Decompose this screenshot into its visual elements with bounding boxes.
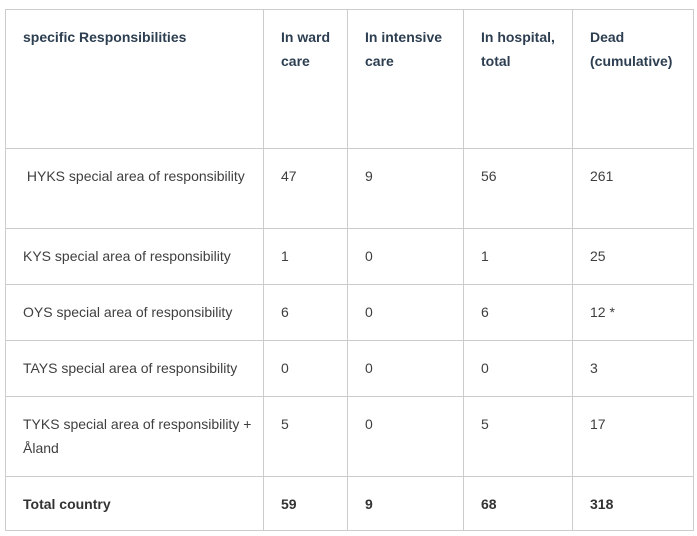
- cell-dead-cumulative: 12 *: [572, 284, 694, 341]
- table-row-total-country: Total country 59 9 68 318: [5, 476, 694, 531]
- cell-ward-care: 59: [263, 476, 348, 531]
- column-header-hospital-total: In hospital, total: [463, 9, 573, 149]
- cell-hospital-total: 6: [463, 284, 573, 341]
- cell-dead-cumulative: 318: [572, 476, 694, 531]
- cell-hospital-total: 0: [463, 340, 573, 397]
- table-row-hyks: HYKS special area of responsibility 47 9…: [5, 148, 694, 229]
- table-row-kys: KYS special area of responsibility 1 0 1…: [5, 228, 694, 285]
- column-header-ward-care: In ward care: [263, 9, 348, 149]
- cell-dead-cumulative: 17: [572, 396, 694, 477]
- cell-ward-care: 0: [263, 340, 348, 397]
- table-row-tyks: TYKS special area of responsibility + Ål…: [5, 396, 694, 477]
- table-row-oys: OYS special area of responsibility 6 0 6…: [5, 284, 694, 341]
- cell-intensive-care: 0: [347, 228, 464, 285]
- table-row-tays: TAYS special area of responsibility 0 0 …: [5, 340, 694, 397]
- table-header-row: specific Responsibilities In ward care I…: [5, 9, 694, 149]
- column-header-dead-cumulative: Dead (cumulative): [572, 9, 694, 149]
- cell-hospital-total: 5: [463, 396, 573, 477]
- cell-ward-care: 6: [263, 284, 348, 341]
- cell-dead-cumulative: 3: [572, 340, 694, 397]
- cell-hospital-total: 1: [463, 228, 573, 285]
- row-label: HYKS special area of responsibility: [5, 148, 264, 229]
- cell-hospital-total: 56: [463, 148, 573, 229]
- hospital-care-table: specific Responsibilities In ward care I…: [5, 9, 694, 531]
- row-label: Total country: [5, 476, 264, 531]
- cell-intensive-care: 0: [347, 340, 464, 397]
- cell-ward-care: 5: [263, 396, 348, 477]
- row-label: OYS special area of responsibility: [5, 284, 264, 341]
- cell-intensive-care: 0: [347, 396, 464, 477]
- row-label: TAYS special area of responsibility: [5, 340, 264, 397]
- cell-hospital-total: 68: [463, 476, 573, 531]
- row-label: KYS special area of responsibility: [5, 228, 264, 285]
- cell-intensive-care: 9: [347, 476, 464, 531]
- column-header-responsibilities: specific Responsibilities: [5, 9, 264, 149]
- cell-ward-care: 1: [263, 228, 348, 285]
- cell-dead-cumulative: 261: [572, 148, 694, 229]
- cell-ward-care: 47: [263, 148, 348, 229]
- cell-intensive-care: 9: [347, 148, 464, 229]
- cell-dead-cumulative: 25: [572, 228, 694, 285]
- cell-intensive-care: 0: [347, 284, 464, 341]
- row-label: TYKS special area of responsibility + Ål…: [5, 396, 264, 477]
- column-header-intensive-care: In intensive care: [347, 9, 464, 149]
